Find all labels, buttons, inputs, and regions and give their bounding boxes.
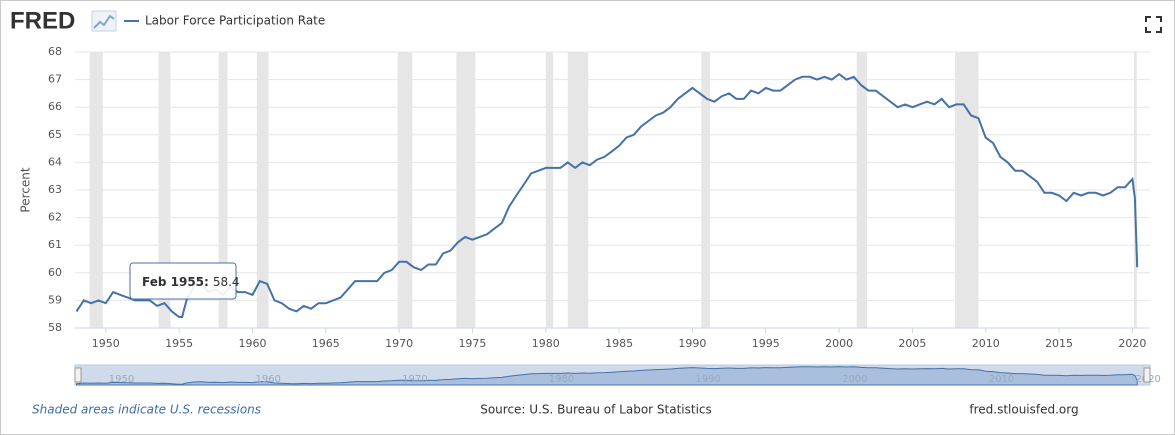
- x-tick-label: 2000: [825, 337, 853, 350]
- x-tick-label: 1995: [752, 337, 780, 350]
- navigator-line: [76, 366, 1138, 386]
- y-tick-label: 65: [48, 128, 62, 141]
- y-axis-label: Percent: [19, 167, 33, 212]
- navigator-handle[interactable]: [1143, 367, 1151, 383]
- x-tick-label: 1950: [92, 337, 120, 350]
- navigator-handle[interactable]: [74, 367, 82, 383]
- x-tick-label: 1990: [678, 337, 706, 350]
- tooltip-text: Feb 1955: 58.4: [142, 275, 240, 289]
- navigator-tick-label: 1990: [695, 374, 720, 385]
- y-tick-label: 60: [48, 266, 62, 279]
- site-link[interactable]: fred.stlouisfed.org: [969, 403, 1078, 417]
- x-tick-label: 1980: [532, 337, 560, 350]
- logo: FRED: [10, 7, 75, 34]
- y-tick-label: 68: [48, 45, 62, 58]
- navigator-tick-label: 2010: [989, 374, 1014, 385]
- source: Source: U.S. Bureau of Labor Statistics: [480, 403, 712, 417]
- y-tick-label: 59: [48, 293, 62, 306]
- x-tick-label: 1955: [165, 337, 193, 350]
- x-tick-label: 2010: [972, 337, 1000, 350]
- y-tick-label: 61: [48, 238, 62, 251]
- tooltip-box: [129, 262, 237, 300]
- navigator-tick-label: 1970: [402, 374, 427, 385]
- x-tick-label: 1970: [385, 337, 413, 350]
- tooltip: Feb 1955: 58.4: [129, 262, 240, 300]
- y-tick-label: 58: [48, 321, 62, 334]
- x-tick-label: 1985: [605, 337, 633, 350]
- x-tick-label: 2020: [1118, 337, 1146, 350]
- fullscreen-button[interactable]: [1145, 16, 1162, 33]
- x-tick-label: 1965: [312, 337, 340, 350]
- tooltip-date: Feb 1955:: [142, 275, 209, 289]
- y-tick-label: 67: [48, 73, 62, 86]
- tooltip-value: 58.4: [213, 275, 240, 289]
- navigator-tick-label: 1950: [109, 374, 134, 385]
- navigator-tick-label: 1980: [549, 374, 574, 385]
- navigator-tick-label: 2000: [842, 374, 867, 385]
- x-tick-label: 2015: [1045, 337, 1073, 350]
- legend-label: Labor Force Participation Rate: [145, 14, 325, 28]
- y-tick-label: 66: [48, 100, 62, 113]
- recession-note: Shaded areas indicate U.S. recessions: [32, 403, 261, 417]
- x-tick-label: 2005: [898, 337, 926, 350]
- navigator-tick-label: 1960: [255, 374, 280, 385]
- x-tick-label: 1975: [458, 337, 486, 350]
- x-tick-label: 1960: [238, 337, 266, 350]
- logo-icon: [91, 10, 117, 32]
- y-tick-label: 64: [48, 155, 62, 168]
- series-line: [75, 72, 1139, 318]
- y-tick-label: 63: [48, 183, 62, 196]
- y-tick-label: 62: [48, 211, 62, 224]
